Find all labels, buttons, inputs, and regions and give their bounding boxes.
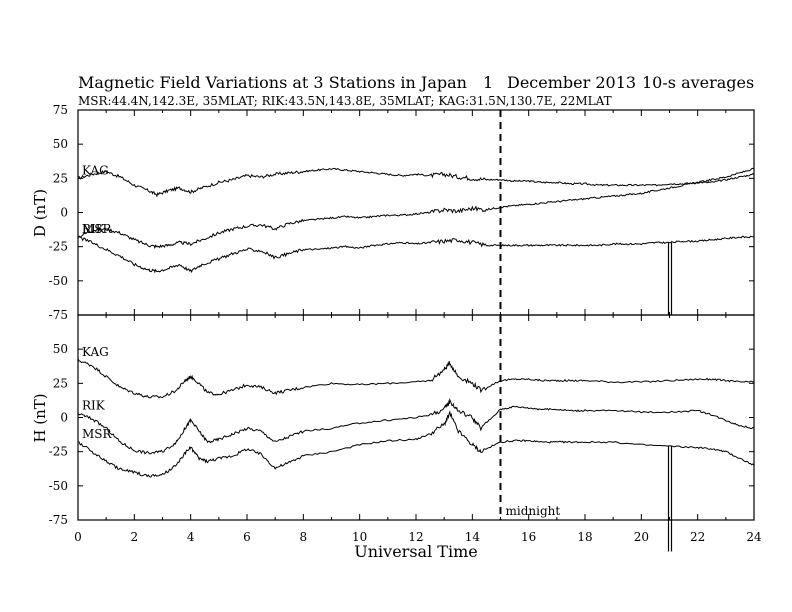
h-ytick-label: -75 [49,513,68,527]
d-ytick-label: 75 [53,103,68,117]
d-label-kag: KAG [82,163,109,177]
h-ytick-label: -50 [49,479,68,493]
h-label-rik: RIK [82,398,106,412]
h-series-rik [77,397,755,455]
d-series-msr [77,235,755,274]
x-tick-label: 2 [131,530,139,544]
x-tick-label: 8 [300,530,308,544]
x-tick-label: 22 [690,530,705,544]
averaging-label: 10-s averages [642,73,755,92]
d-label-msr: MSR [82,222,113,236]
d-ytick-label: 50 [53,137,68,151]
d-ytick-label: -50 [49,274,68,288]
d-label-rik: RIK [82,222,106,236]
d-ytick-label: -25 [49,240,68,254]
h-panel-ylabel: H (nT) [31,393,49,442]
h-ytick-label: 25 [53,376,68,390]
h-series-kag [77,358,754,399]
d-ytick-label: 25 [53,171,68,185]
x-tick-label: 14 [465,530,481,544]
d-panel-ylabel: D (nT) [31,189,49,237]
d-ytick-label: -75 [49,308,68,322]
day-label: 1 [483,73,494,92]
x-tick-label: 4 [187,530,195,544]
x-tick-label: 6 [243,530,251,544]
h-series-msr [77,410,755,478]
x-tick-label: 24 [746,530,762,544]
x-tick-label: 20 [634,530,649,544]
x-tick-label: 0 [74,530,82,544]
month-year-label: December 2013 [507,73,637,92]
d-ytick-label: 0 [60,206,68,220]
h-label-msr: MSR [82,427,113,441]
d-series-rik [77,167,755,250]
x-tick-label: 12 [408,530,423,544]
h-label-kag: KAG [82,345,109,359]
h-ytick-label: -25 [49,445,68,459]
stations-subtitle: MSR:44.4N,142.3E, 35MLAT; RIK:43.5N,143.… [78,94,612,108]
h-ytick-label: 50 [53,342,68,356]
x-tick-label: 18 [577,530,592,544]
x-tick-label: 10 [352,530,367,544]
d-series-kag [77,167,755,198]
x-tick-label: 16 [521,530,536,544]
chart-title: Magnetic Field Variations at 3 Stations … [78,73,467,92]
x-axis-label: Universal Time [354,542,477,561]
h-ytick-label: 0 [60,411,68,425]
midnight-label: midnight [506,504,561,518]
